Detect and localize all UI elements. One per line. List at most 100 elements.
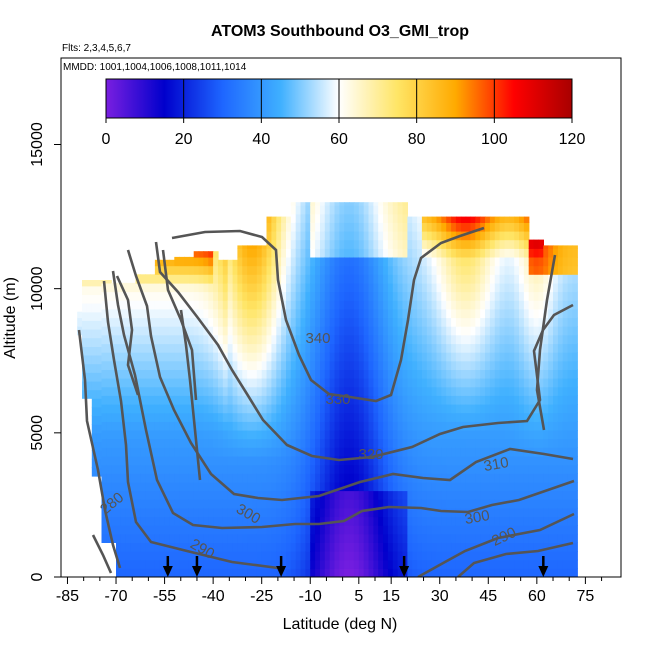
heatmap-cell xyxy=(320,542,326,552)
heatmap-cell xyxy=(543,291,549,301)
heatmap-cell xyxy=(276,248,282,258)
heatmap-cell xyxy=(387,395,394,405)
heatmap-cell xyxy=(193,300,200,310)
heatmap-cell xyxy=(431,447,438,457)
heatmap-cell xyxy=(421,231,428,241)
heatmap-cell xyxy=(455,455,462,466)
heatmap-cell xyxy=(164,265,171,275)
heatmap-cell xyxy=(455,404,462,414)
heatmap-cell xyxy=(159,455,166,466)
heatmap-cell xyxy=(276,317,282,327)
heatmap-cell xyxy=(159,274,166,284)
heatmap-cell xyxy=(504,231,510,241)
contour-label: 300 xyxy=(463,507,491,528)
heatmap-cell xyxy=(368,447,374,457)
heatmap-cell xyxy=(387,300,394,310)
heatmap-cell xyxy=(557,421,564,431)
heatmap-cell xyxy=(431,216,438,223)
heatmap-cell xyxy=(436,343,442,353)
heatmap-cell xyxy=(451,369,457,379)
heatmap-cell xyxy=(242,256,248,267)
heatmap-cell xyxy=(421,300,428,310)
heatmap-cell xyxy=(305,533,311,543)
heatmap-cell xyxy=(339,499,345,509)
heatmap-cell xyxy=(329,533,336,543)
heatmap-cell xyxy=(489,551,496,561)
heatmap-cell xyxy=(203,352,209,362)
heatmap-cell xyxy=(397,464,404,474)
heatmap-cell xyxy=(368,317,374,327)
heatmap-cell xyxy=(232,507,239,518)
heatmap-cell xyxy=(266,291,272,301)
heatmap-cell xyxy=(480,395,486,405)
heatmap-cell xyxy=(213,308,219,319)
heatmap-cell xyxy=(101,516,107,526)
heatmap-cell xyxy=(116,326,122,336)
heatmap-cell xyxy=(101,473,107,483)
heatmap-cell xyxy=(140,464,146,474)
heatmap-cell xyxy=(358,412,365,422)
heatmap-cell xyxy=(106,438,112,448)
heatmap-cell xyxy=(557,438,564,448)
heatmap-cell xyxy=(368,455,374,466)
heatmap-cell xyxy=(295,317,302,327)
heatmap-cell xyxy=(485,282,491,293)
heatmap-cell xyxy=(528,551,535,561)
heatmap-cell xyxy=(392,282,399,293)
heatmap-cell xyxy=(315,516,321,526)
heatmap-cell xyxy=(553,386,559,396)
heatmap-cell xyxy=(154,533,161,543)
heatmap-cell xyxy=(329,248,336,258)
heatmap-cell xyxy=(470,507,476,518)
heatmap-cell xyxy=(339,360,345,370)
heatmap-cell xyxy=(86,329,93,339)
heatmap-cell xyxy=(538,352,544,362)
heatmap-cell xyxy=(222,291,229,301)
heatmap-cell xyxy=(256,473,263,483)
heatmap-cell xyxy=(412,352,418,362)
heatmap-cell xyxy=(344,202,350,206)
heatmap-cell xyxy=(417,481,423,492)
heatmap-cell xyxy=(460,274,467,284)
heatmap-cell xyxy=(315,326,321,336)
heatmap-cell xyxy=(451,265,457,275)
heatmap-cell xyxy=(320,256,326,267)
heatmap-cell xyxy=(286,231,292,241)
heatmap-cell xyxy=(543,568,549,577)
heatmap-cell xyxy=(91,311,98,321)
heatmap-cell xyxy=(494,386,501,396)
heatmap-cell xyxy=(184,412,190,422)
heatmap-cell xyxy=(300,274,306,284)
heatmap-cell xyxy=(150,326,156,336)
heatmap-cell xyxy=(125,386,132,396)
heatmap-cell xyxy=(373,447,379,457)
heatmap-cell xyxy=(266,499,272,509)
heatmap-cell xyxy=(383,568,389,577)
heatmap-cell xyxy=(252,300,258,310)
heatmap-cell xyxy=(426,533,433,543)
heatmap-cell xyxy=(120,551,127,561)
heatmap-cell xyxy=(421,216,428,223)
heatmap-cell xyxy=(392,386,399,396)
heatmap-cell xyxy=(261,481,268,492)
heatmap-cell xyxy=(247,430,253,440)
heatmap-cell xyxy=(150,308,156,319)
heatmap-cell xyxy=(519,360,525,370)
heatmap-cell xyxy=(421,248,428,258)
heatmap-cell xyxy=(339,412,345,422)
heatmap-cell xyxy=(562,386,569,396)
heatmap-cell xyxy=(232,378,239,388)
heatmap-cell xyxy=(218,412,224,422)
heatmap-cell xyxy=(349,369,355,379)
heatmap-cell xyxy=(553,326,559,336)
heatmap-cell xyxy=(315,213,321,223)
heatmap-cell xyxy=(344,404,350,414)
heatmap-cell xyxy=(140,404,146,414)
heatmap-cell xyxy=(533,404,540,414)
heatmap-cell xyxy=(193,551,200,561)
heatmap-cell xyxy=(184,360,190,370)
heatmap-cell xyxy=(125,516,132,526)
heatmap-cell xyxy=(208,386,214,396)
heatmap-cell xyxy=(106,507,112,518)
heatmap-cell xyxy=(475,464,481,474)
